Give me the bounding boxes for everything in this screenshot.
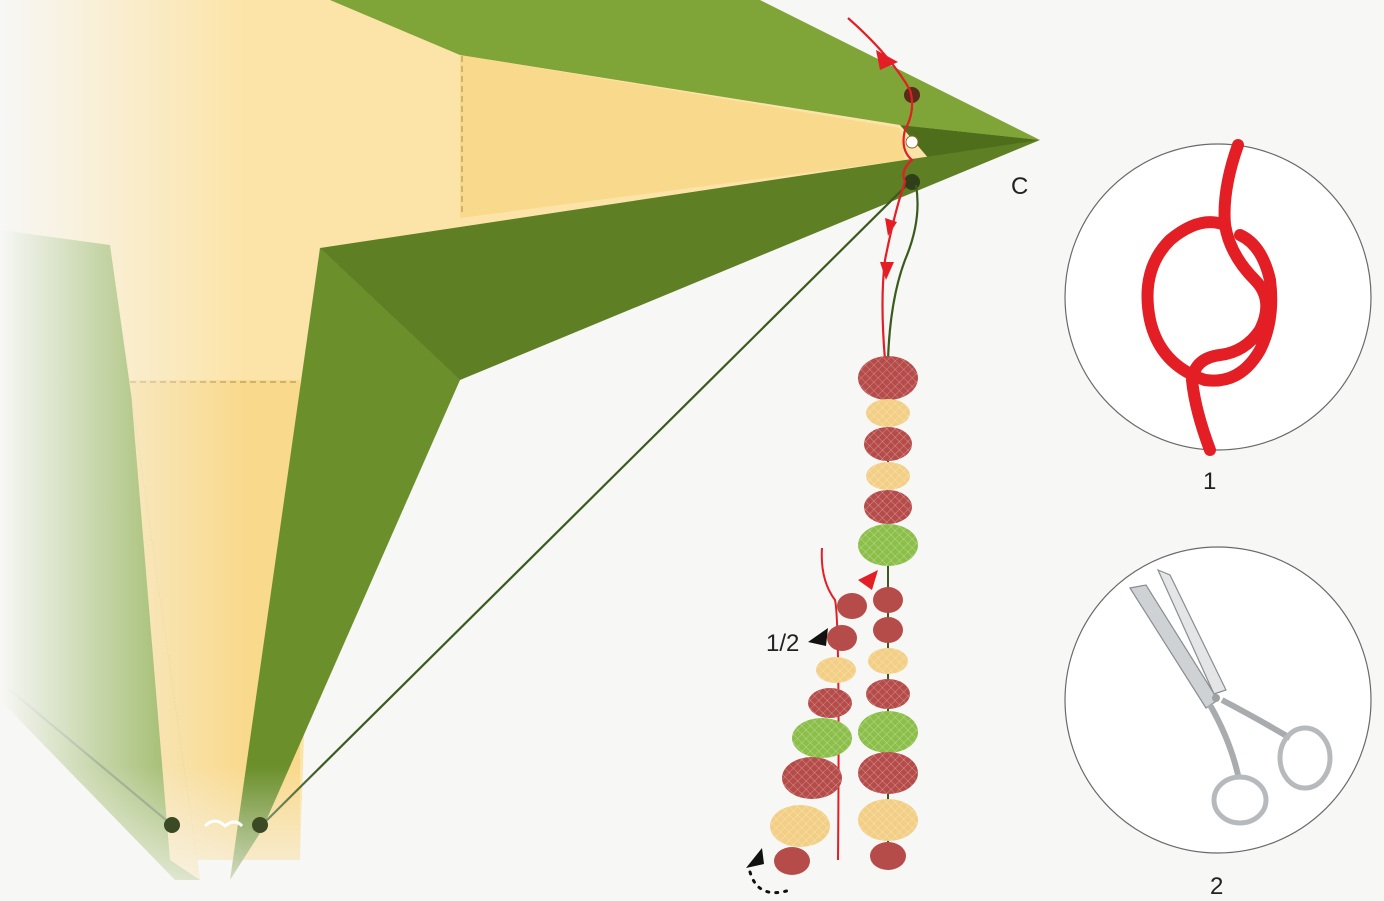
scissors-icon (1129, 568, 1333, 826)
red-arrow-icon (876, 50, 898, 70)
bead-count-label: 1/2 (766, 630, 800, 657)
hole-dot (904, 174, 920, 190)
red-arrow-icon (858, 570, 878, 590)
step-number-scissors: 2 (1210, 873, 1224, 900)
overhand-knot-icon (1141, 139, 1278, 456)
bead-red (870, 842, 906, 870)
bead-strand-main (858, 356, 918, 580)
hole-dot (164, 817, 180, 833)
red-arrow-icon (880, 262, 894, 280)
bead-red (837, 593, 867, 619)
bead-red (827, 625, 857, 651)
green-thread-down (886, 184, 919, 361)
bead-strand-right (858, 570, 918, 870)
step-number-knot: 1 (1203, 468, 1217, 495)
bead-red (873, 617, 903, 643)
bead-red (873, 587, 903, 613)
hole-open (905, 135, 919, 149)
scissors-circle (1064, 546, 1372, 854)
bead-red (774, 847, 810, 875)
corner-label: C (1011, 173, 1029, 200)
black-pointer-icon (808, 628, 828, 646)
red-arrow-icon (885, 218, 897, 236)
corner-threading (847, 17, 920, 361)
hole-dot (252, 817, 268, 833)
knot-circle (1064, 139, 1372, 456)
loop-dots (748, 870, 792, 895)
bead-strand-left (746, 547, 878, 895)
black-pointer-icon (746, 848, 764, 868)
